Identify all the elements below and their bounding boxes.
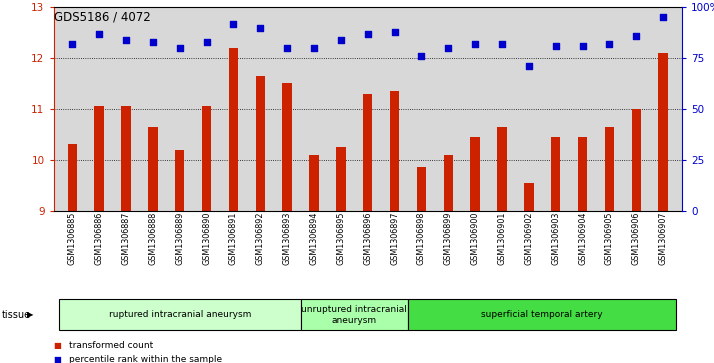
Bar <box>59 299 301 330</box>
Point <box>66 41 78 47</box>
Point <box>228 21 239 26</box>
Point <box>201 39 212 45</box>
Point <box>389 29 401 34</box>
Text: tissue: tissue <box>1 310 31 320</box>
Text: unruptured intracranial
aneurysm: unruptured intracranial aneurysm <box>301 305 407 325</box>
Point <box>335 37 346 43</box>
Point <box>255 25 266 30</box>
Bar <box>605 127 614 211</box>
Bar <box>175 150 184 211</box>
Bar <box>658 53 668 211</box>
Bar <box>390 91 399 211</box>
Bar <box>363 94 373 211</box>
Point <box>630 33 642 38</box>
Point <box>577 43 588 49</box>
Point <box>523 63 535 69</box>
Bar <box>471 137 480 211</box>
Bar <box>283 83 292 211</box>
Text: ruptured intracranial aneurysm: ruptured intracranial aneurysm <box>109 310 251 319</box>
Point <box>469 41 481 47</box>
Point <box>603 41 615 47</box>
Point <box>147 39 159 45</box>
Point <box>496 41 508 47</box>
Point <box>443 45 454 51</box>
Bar <box>256 76 265 211</box>
Text: GDS5186 / 4072: GDS5186 / 4072 <box>54 11 151 24</box>
Bar <box>301 299 408 330</box>
Bar <box>443 155 453 211</box>
Bar <box>68 144 77 211</box>
Bar <box>524 183 533 211</box>
Point <box>174 45 186 51</box>
Text: transformed count: transformed count <box>69 341 154 350</box>
Bar <box>309 155 318 211</box>
Point <box>550 43 561 49</box>
Bar <box>149 127 158 211</box>
Text: superficial temporal artery: superficial temporal artery <box>481 310 603 319</box>
Bar <box>578 137 587 211</box>
Text: percentile rank within the sample: percentile rank within the sample <box>69 355 222 363</box>
Text: ■: ■ <box>54 341 61 350</box>
Bar <box>121 106 131 211</box>
Point <box>416 53 427 59</box>
Bar <box>408 299 676 330</box>
Point <box>121 37 132 43</box>
Point <box>362 31 373 37</box>
Bar <box>202 106 211 211</box>
Text: ■: ■ <box>54 355 61 363</box>
Bar <box>631 109 641 211</box>
Bar <box>417 167 426 211</box>
Bar <box>94 106 104 211</box>
Bar <box>336 147 346 211</box>
Bar <box>551 137 560 211</box>
Text: ▶: ▶ <box>27 310 34 319</box>
Bar <box>497 127 507 211</box>
Point <box>658 15 669 20</box>
Point <box>281 45 293 51</box>
Point <box>94 31 105 37</box>
Point <box>308 45 320 51</box>
Bar <box>228 48 238 211</box>
